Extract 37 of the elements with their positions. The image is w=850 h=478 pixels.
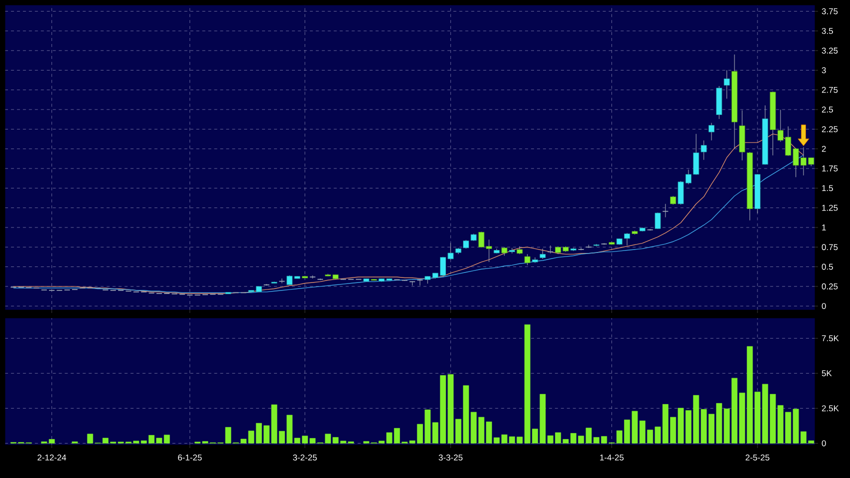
candlestick <box>708 122 714 141</box>
x-tick-label: 3-2-25 <box>293 454 317 461</box>
y-tick-label: 3.75 <box>822 8 838 14</box>
x-tick-label: 6-1-25 <box>178 454 202 461</box>
candlestick <box>600 242 608 246</box>
candlestick <box>524 254 530 266</box>
candlestick <box>509 248 515 254</box>
y-tick-label: 2.5 <box>822 106 833 113</box>
y-tick-label: 0 <box>822 303 826 310</box>
y-tick-label: 1.75 <box>822 166 838 172</box>
y-tick-label: 2 <box>822 146 826 152</box>
y-tick-label: 1 <box>822 224 826 230</box>
y-tick-label: 2.25 <box>822 126 838 132</box>
candlestick <box>578 248 584 251</box>
candlestick <box>654 212 661 230</box>
x-tick-label: 2-12-24 <box>38 454 66 460</box>
y-tick-label: 2.5K <box>822 405 839 412</box>
y-tick-label: 0.5 <box>822 264 833 270</box>
y-tick-label: 0.75 <box>822 244 838 250</box>
y-tick-label: 3.25 <box>822 48 838 54</box>
x-tick-label: 1-4-25 <box>600 454 624 461</box>
y-tick-label: 1.5 <box>822 185 833 192</box>
x-tick-label: 3-3-25 <box>438 454 463 461</box>
candlestick <box>416 279 424 286</box>
candlestick <box>540 248 546 260</box>
y-tick-label: 5K <box>822 370 832 376</box>
candlestick <box>662 204 669 218</box>
y-tick-label: 3 <box>822 67 826 74</box>
y-tick-label: 0.25 <box>822 283 838 290</box>
x-tick-label: 2-5-25 <box>746 454 770 461</box>
candlestick <box>724 70 730 99</box>
y-tick-label: 7.5K <box>822 335 839 342</box>
y-tick-label: 1.25 <box>822 204 838 211</box>
y-tick-label: 2.75 <box>822 86 838 93</box>
y-tick-label: 3.5 <box>822 28 833 34</box>
y-tick-label: 0 <box>822 440 826 446</box>
candlestick <box>700 140 707 160</box>
